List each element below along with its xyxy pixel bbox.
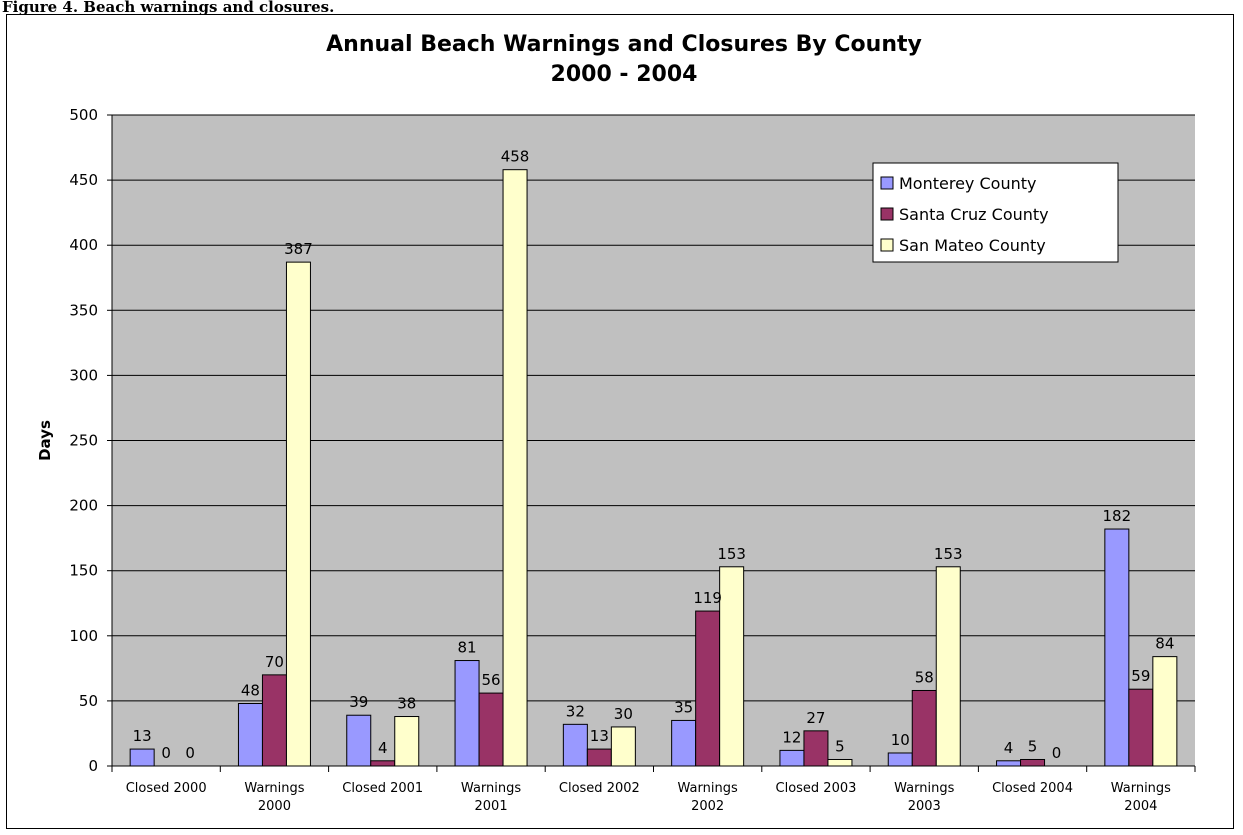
data-label: 30 [614, 705, 633, 723]
bar [237, 703, 263, 767]
legend-label: Monterey County [899, 174, 1036, 193]
y-tick-label: 250 [69, 432, 98, 450]
y-axis-ticks: 0 50 100 150 200 250 300 350 400 450 500 [69, 106, 113, 775]
data-label: 4 [378, 739, 388, 757]
bar [478, 692, 504, 767]
y-tick-label: 500 [69, 106, 98, 124]
bar [887, 752, 913, 767]
data-label: 81 [458, 639, 477, 657]
data-label: 13 [133, 727, 152, 745]
chart-subtitle: 2000 - 2004 [551, 62, 698, 87]
bar [1020, 758, 1046, 767]
y-tick-label: 400 [69, 236, 98, 254]
x-category-label: Closed 2001 [342, 781, 423, 796]
data-label: 182 [1103, 507, 1132, 525]
data-label: 13 [590, 727, 609, 745]
data-label: 10 [891, 731, 910, 749]
data-label: 4 [1004, 739, 1014, 757]
y-tick-label: 50 [79, 692, 98, 710]
y-tick-label: 350 [69, 301, 98, 319]
y-tick-label: 300 [69, 366, 98, 384]
data-label: 84 [1155, 635, 1174, 653]
data-label: 70 [265, 653, 284, 671]
x-category-label: Warnings 2002 [678, 781, 738, 814]
figure-caption: Figure 4. Beach warnings and closures. [2, 0, 335, 16]
bar [129, 748, 155, 767]
x-category-label: Closed 2004 [992, 781, 1073, 796]
bar [346, 714, 372, 767]
data-label: 5 [1028, 737, 1038, 755]
data-label: 153 [717, 545, 746, 563]
bars [129, 169, 1178, 767]
data-label: 38 [397, 695, 416, 713]
x-category-label: Closed 2000 [126, 781, 207, 796]
bar [1104, 528, 1130, 767]
bar [1128, 688, 1154, 767]
bar [502, 169, 528, 767]
data-label: 387 [284, 240, 313, 258]
y-tick-label: 100 [69, 627, 98, 645]
data-label: 0 [185, 744, 195, 762]
data-label: 39 [349, 693, 368, 711]
data-label: 35 [674, 698, 693, 716]
legend-swatch [880, 238, 894, 252]
data-label: 0 [161, 744, 171, 762]
bar [911, 689, 937, 767]
bar [1152, 656, 1178, 767]
x-category-label: Warnings 2003 [894, 781, 954, 814]
bar [779, 749, 805, 767]
legend-label: Santa Cruz County [899, 205, 1049, 224]
chart-title: Annual Beach Warnings and Closures By Co… [326, 32, 922, 57]
legend-label: San Mateo County [899, 236, 1046, 255]
x-category-label: Warnings 2001 [461, 781, 521, 814]
x-category-label: Closed 2002 [559, 781, 640, 796]
bar [671, 719, 697, 767]
data-label: 119 [693, 589, 722, 607]
y-tick-label: 150 [69, 562, 98, 580]
data-label: 59 [1131, 667, 1150, 685]
x-category-label: Warnings 2000 [244, 781, 304, 814]
legend-swatch [880, 176, 894, 190]
legend-box [872, 162, 1119, 263]
data-label: 32 [566, 702, 585, 720]
bar [695, 610, 721, 767]
bar [562, 723, 588, 767]
bar [996, 760, 1022, 767]
bar [803, 730, 829, 767]
x-axis-categories: Closed 2000 Warnings 2000 Closed 2001 Warnin… [111, 765, 1196, 814]
x-category-label: Closed 2003 [776, 781, 857, 796]
bar [827, 758, 853, 767]
bar [261, 674, 287, 767]
legend-swatch [880, 207, 894, 221]
bar [454, 660, 480, 767]
data-label: 0 [1052, 744, 1062, 762]
data-label: 48 [241, 682, 260, 700]
bar [935, 566, 961, 767]
legend: Monterey County Santa Cruz County San Mate… [872, 162, 1119, 263]
bar [610, 726, 636, 767]
y-tick-label: 450 [69, 171, 98, 189]
y-axis-label: Days [36, 420, 54, 461]
data-label: 12 [782, 728, 801, 746]
data-label: 153 [934, 545, 963, 563]
bar [586, 748, 612, 767]
bar [394, 716, 420, 767]
x-category-label: Warnings 2004 [1111, 781, 1171, 814]
data-label: 27 [806, 709, 825, 727]
bar [370, 760, 396, 767]
y-tick-label: 0 [88, 757, 98, 775]
y-tick-label: 200 [69, 497, 98, 515]
data-label: 58 [915, 668, 934, 686]
bar [719, 566, 745, 767]
data-label: 458 [501, 148, 530, 166]
data-label: 5 [835, 737, 845, 755]
bar [285, 261, 311, 767]
data-label: 56 [482, 671, 501, 689]
